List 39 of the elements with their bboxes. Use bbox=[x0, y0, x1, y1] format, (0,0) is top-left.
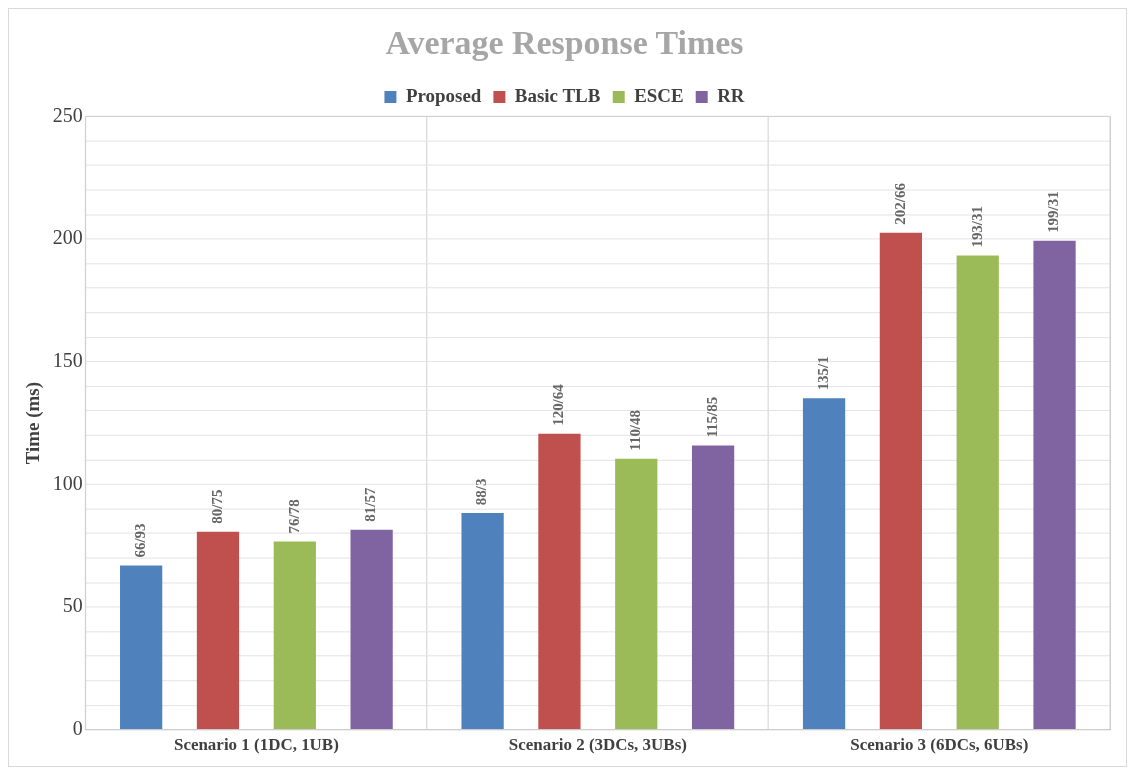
bar bbox=[691, 445, 735, 730]
bar bbox=[273, 541, 316, 730]
data-label: 120/64 bbox=[550, 383, 567, 426]
legend-label: Proposed bbox=[405, 84, 482, 106]
y-tick-label: 200 bbox=[52, 226, 83, 249]
data-label: 76/78 bbox=[285, 499, 302, 534]
y-axis-title: Time (ms) bbox=[22, 382, 45, 465]
data-label: 199/31 bbox=[1045, 191, 1062, 233]
data-label: 193/31 bbox=[968, 206, 985, 248]
x-tick-label: Scenario 3 (6DCs, 6UBs) bbox=[850, 735, 1029, 755]
bar bbox=[461, 513, 504, 730]
legend-label: ESCE bbox=[634, 84, 684, 106]
y-tick-label: 100 bbox=[52, 471, 83, 494]
legend-label: Basic TLB bbox=[514, 84, 601, 106]
data-label: 66/93 bbox=[132, 523, 149, 558]
chart-title: Average Response Times bbox=[385, 24, 744, 62]
y-tick-label: 250 bbox=[52, 103, 83, 126]
bar bbox=[956, 255, 999, 730]
bar bbox=[1033, 240, 1076, 730]
y-tick-label: 50 bbox=[62, 594, 83, 617]
bar bbox=[120, 565, 163, 730]
x-tick-label: Scenario 2 (3DCs, 3UBs) bbox=[508, 735, 687, 755]
y-tick-label: 150 bbox=[52, 349, 83, 372]
data-label: 135/1 bbox=[814, 356, 831, 391]
bar bbox=[538, 433, 581, 730]
data-label: 115/85 bbox=[703, 396, 720, 438]
legend-label: RR bbox=[717, 84, 745, 106]
bar bbox=[615, 458, 658, 730]
bar bbox=[196, 531, 240, 730]
data-label: 88/3 bbox=[473, 478, 490, 506]
x-tick-label: Scenario 1 (1DC, 1UB) bbox=[173, 735, 339, 755]
data-label: 110/48 bbox=[627, 410, 644, 451]
bar bbox=[802, 398, 846, 730]
bar bbox=[879, 232, 923, 730]
data-label: 81/57 bbox=[362, 487, 379, 522]
y-tick-label: 0 bbox=[72, 716, 83, 739]
data-label: 202/66 bbox=[891, 182, 908, 225]
bar bbox=[350, 529, 393, 730]
data-label: 80/75 bbox=[208, 489, 225, 524]
